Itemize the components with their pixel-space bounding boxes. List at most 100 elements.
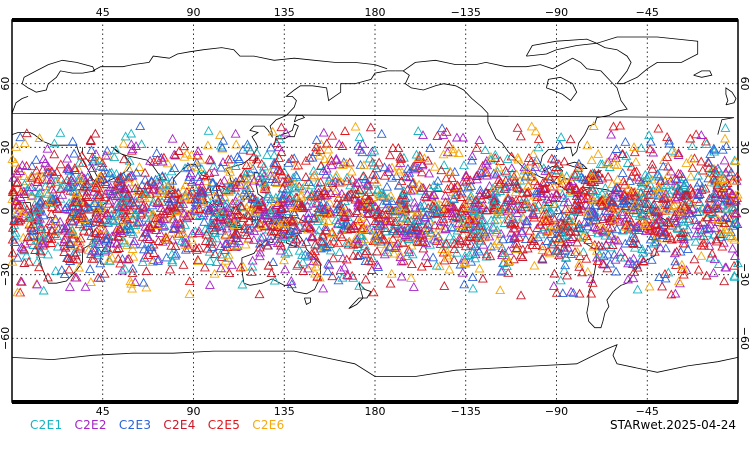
observation-marker <box>363 255 374 265</box>
observation-marker <box>395 226 406 235</box>
observation-marker <box>578 173 588 183</box>
observation-marker <box>315 177 326 187</box>
axis-ticks: 45459090135135180180−135−135−90−90−45−45… <box>0 6 750 418</box>
observation-marker <box>32 215 42 225</box>
observation-marker <box>414 179 425 189</box>
observation-marker <box>408 281 419 291</box>
observation-marker <box>567 216 578 226</box>
observation-marker <box>57 189 68 199</box>
observation-marker <box>551 189 562 199</box>
observation-marker <box>159 221 170 230</box>
observation-marker <box>725 195 736 205</box>
observation-marker <box>403 224 413 234</box>
observation-marker <box>156 203 167 213</box>
observation-marker <box>445 166 455 176</box>
observation-marker <box>232 241 243 250</box>
observation-marker <box>531 186 542 196</box>
observation-marker <box>526 156 537 166</box>
observation-marker <box>201 171 212 181</box>
legend-item-c2e2: C2E2 <box>74 418 107 432</box>
observation-marker <box>393 142 404 152</box>
observation-marker <box>75 243 85 253</box>
observation-marker <box>376 128 387 138</box>
observation-marker <box>215 207 225 216</box>
observation-marker <box>716 224 727 234</box>
observation-marker <box>685 183 696 193</box>
observation-marker <box>124 172 135 182</box>
observation-marker <box>717 174 728 183</box>
observation-marker <box>617 209 628 219</box>
observation-marker <box>196 164 207 173</box>
observation-marker <box>22 185 32 195</box>
lat-tick-label-left: 0 <box>0 208 12 215</box>
observation-marker <box>609 215 620 225</box>
observation-marker <box>255 247 266 257</box>
observation-marker <box>556 217 567 227</box>
observation-marker <box>530 126 541 136</box>
observation-marker <box>143 244 154 254</box>
observation-marker <box>658 227 669 236</box>
observation-marker <box>489 196 499 206</box>
observation-marker <box>84 203 95 213</box>
observation-marker <box>587 277 598 287</box>
observation-marker <box>460 241 471 251</box>
observation-marker <box>615 216 626 226</box>
observation-marker <box>12 287 23 297</box>
observation-marker <box>554 140 565 150</box>
observation-marker <box>67 225 78 235</box>
observation-marker <box>38 154 49 163</box>
observation-marker <box>419 153 430 163</box>
observation-marker <box>26 191 37 201</box>
observation-marker <box>412 236 423 246</box>
observation-marker <box>517 188 528 198</box>
observation-marker <box>556 132 567 141</box>
observation-marker <box>129 210 140 220</box>
observation-marker <box>479 227 490 237</box>
observation-marker <box>364 202 375 212</box>
observation-marker <box>286 153 297 163</box>
observation-marker <box>163 193 174 203</box>
observation-marker <box>366 256 377 266</box>
observation-marker <box>274 142 284 152</box>
observation-marker <box>444 203 455 213</box>
observation-marker <box>543 246 553 256</box>
observation-marker <box>90 227 101 237</box>
observation-marker <box>354 280 365 290</box>
observation-marker <box>446 222 457 232</box>
observation-marker <box>215 214 226 224</box>
coastline <box>293 115 306 123</box>
observation-marker <box>623 274 633 284</box>
observation-marker <box>35 246 46 256</box>
observation-marker <box>386 268 397 278</box>
observation-marker <box>577 267 587 277</box>
observation-marker <box>448 144 459 154</box>
observation-marker <box>77 208 88 218</box>
observation-marker <box>376 230 387 240</box>
observation-marker <box>431 236 442 246</box>
observation-marker <box>223 154 234 164</box>
observation-marker <box>211 233 222 243</box>
observation-marker <box>235 200 246 210</box>
observation-marker <box>673 168 684 178</box>
coastline <box>566 161 588 170</box>
observation-marker <box>516 203 527 213</box>
observation-marker <box>302 251 313 261</box>
observation-marker <box>328 236 339 246</box>
observation-marker <box>611 144 622 153</box>
observation-marker <box>699 240 710 250</box>
observation-marker <box>319 205 330 214</box>
observation-marker <box>357 147 368 157</box>
observation-marker <box>123 253 134 263</box>
observation-marker <box>291 234 302 244</box>
observation-marker <box>419 191 430 201</box>
observation-marker <box>286 191 297 201</box>
observation-marker <box>258 231 268 241</box>
observation-marker <box>438 247 449 257</box>
observation-marker <box>563 237 574 246</box>
observation-marker <box>464 249 475 259</box>
observation-marker <box>315 190 326 200</box>
observation-marker <box>396 153 406 163</box>
observation-marker <box>450 183 461 193</box>
observation-marker <box>425 239 436 249</box>
observation-marker <box>391 228 402 238</box>
